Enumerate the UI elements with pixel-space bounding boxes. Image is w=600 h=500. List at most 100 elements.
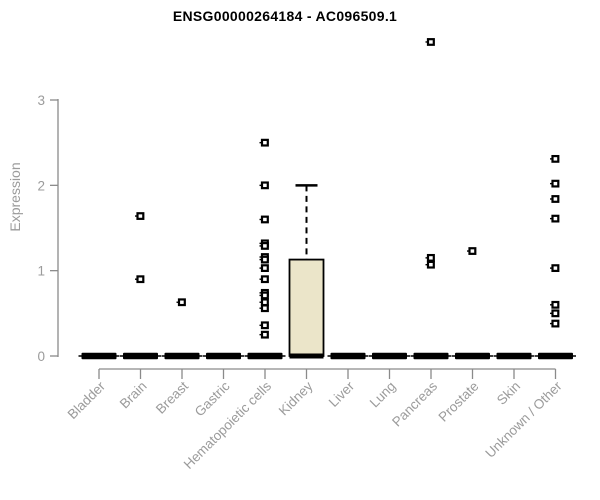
outlier-square	[260, 181, 269, 190]
y-tick-label: 1	[37, 264, 45, 279]
outlier-square	[551, 154, 560, 163]
outlier-point	[259, 298, 269, 307]
x-tick-label: Kidney	[276, 378, 316, 418]
outlier-point	[259, 181, 269, 190]
x-tick-label: Lung	[367, 379, 399, 411]
outlier-point	[176, 298, 186, 307]
boxplot-pancreas	[410, 352, 452, 360]
outlier-square	[260, 304, 269, 313]
outlier-square	[551, 309, 560, 318]
outlier-point	[425, 253, 435, 262]
outlier-point	[259, 291, 269, 300]
outlier-square	[551, 300, 560, 309]
outlier-square	[551, 214, 560, 223]
collapsed-bar	[123, 352, 158, 360]
boxplot-breast	[161, 352, 203, 360]
outlier-point	[425, 260, 435, 269]
outlier-square	[136, 275, 145, 284]
boxplot-hematopoietic-cells	[244, 352, 286, 360]
x-tick-label: Bladder	[65, 378, 109, 422]
boxplot-kidney	[288, 184, 325, 359]
outlier-point	[259, 330, 269, 339]
boxes-layer	[78, 184, 576, 360]
outlier-square	[551, 264, 560, 273]
outlier-point	[259, 264, 269, 273]
outlier-point	[259, 321, 269, 330]
x-tick-label: Breast	[153, 378, 191, 416]
collapsed-bar	[247, 352, 283, 360]
outlier-point	[259, 255, 269, 264]
y-axis-label: Expression	[7, 162, 23, 231]
collapsed-bar	[81, 352, 117, 360]
x-tick-label: Liver	[326, 378, 358, 410]
outlier-point	[550, 214, 560, 223]
outlier-point	[467, 247, 477, 255]
outlier-square	[260, 275, 269, 284]
outlier-square	[260, 255, 269, 264]
box-rect	[288, 258, 325, 357]
collapsed-bar	[330, 352, 366, 360]
x-tick-label: Gastric	[192, 378, 233, 419]
y-axis: 0 1 2 3	[37, 93, 59, 364]
outlier-square	[260, 242, 269, 250]
outlier-point	[259, 275, 269, 284]
boxplot-unknown-other	[535, 352, 576, 360]
outlier-square	[136, 212, 145, 220]
collapsed-bar	[496, 352, 532, 360]
y-tick-label: 2	[37, 178, 45, 193]
outliers-layer	[135, 38, 560, 339]
y-tick-label: 3	[37, 93, 45, 108]
outlier-square	[551, 195, 560, 203]
chart-title: ENSG00000264184 - AC096509.1	[173, 8, 397, 24]
outlier-square	[260, 321, 269, 330]
x-tick-label: Brain	[117, 379, 150, 412]
outlier-point	[550, 300, 560, 309]
outlier-square	[551, 319, 560, 328]
collapsed-bar	[372, 352, 407, 360]
outlier-square	[177, 298, 186, 307]
boxplot-bladder	[78, 352, 120, 360]
outlier-point	[135, 212, 145, 220]
boxplot-brain	[120, 352, 161, 360]
outlier-square	[426, 260, 435, 269]
x-tick-label: Unknown / Other	[482, 378, 565, 461]
outlier-square	[260, 291, 269, 300]
boxplot-prostate	[452, 352, 493, 360]
outlier-point	[550, 154, 560, 163]
outlier-point	[259, 304, 269, 313]
collapsed-bar	[413, 352, 449, 360]
outlier-point	[135, 275, 145, 284]
outlier-point	[550, 264, 560, 273]
outlier-square	[468, 247, 477, 255]
outlier-point	[550, 195, 560, 203]
collapsed-bar	[206, 352, 241, 360]
boxplot-lung	[369, 352, 410, 360]
outlier-point	[259, 215, 269, 224]
outlier-square	[426, 253, 435, 262]
outlier-point	[550, 319, 560, 328]
outlier-square	[260, 264, 269, 273]
outlier-square	[551, 179, 560, 188]
outlier-square	[260, 330, 269, 339]
boxplot-gastric	[203, 352, 244, 360]
outlier-point	[550, 309, 560, 318]
collapsed-bar	[164, 352, 200, 360]
x-tick-label: Skin	[494, 379, 523, 408]
outlier-square	[260, 298, 269, 307]
outlier-square	[260, 138, 269, 147]
y-tick-label: 0	[37, 349, 45, 364]
x-tick-label: Pancreas	[389, 378, 440, 429]
outlier-point	[259, 242, 269, 250]
outlier-square	[260, 215, 269, 224]
collapsed-bar	[455, 352, 490, 360]
outlier-square	[426, 38, 435, 46]
outlier-point	[550, 179, 560, 188]
boxplot-skin	[493, 352, 535, 360]
collapsed-bar	[538, 352, 573, 360]
outlier-point	[259, 138, 269, 147]
boxplot-liver	[327, 352, 369, 360]
outlier-point	[425, 38, 435, 46]
